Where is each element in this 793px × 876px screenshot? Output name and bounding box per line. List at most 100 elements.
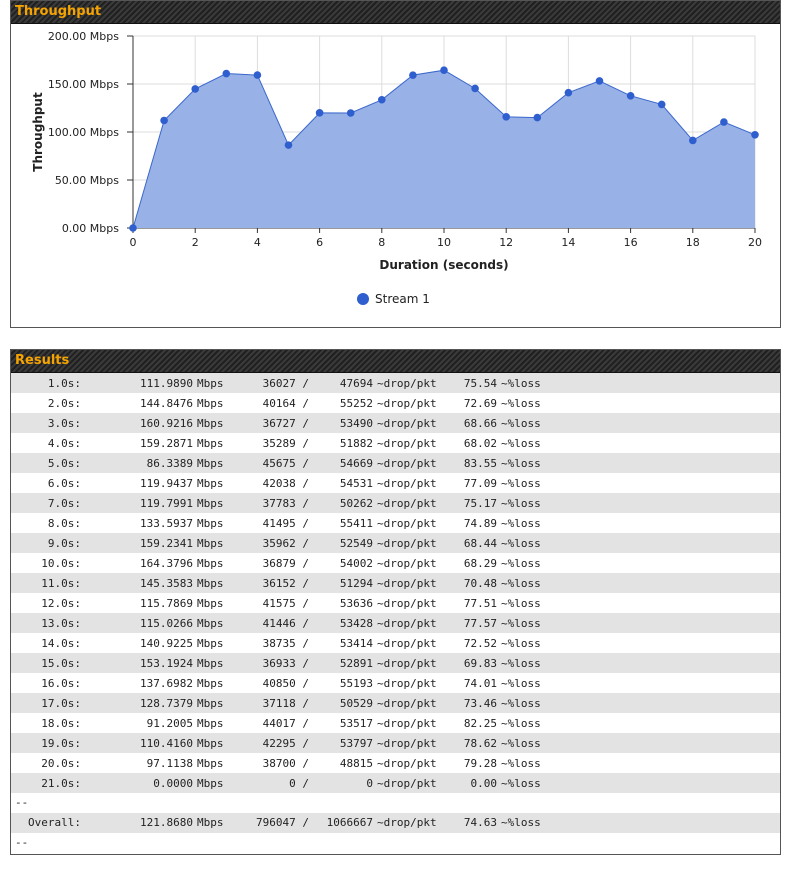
overall-pkt: 1066667 (326, 816, 373, 829)
row-time: 20.0s: (41, 756, 81, 770)
row-pkt: 54531 (339, 476, 373, 490)
data-point (720, 118, 728, 126)
legend-marker (357, 293, 369, 305)
row-loss-label: ~%loss (501, 536, 541, 550)
row-drop: 41446 / (262, 616, 309, 630)
results-row-cell: 10.0s: 164.3796 Mbps 36879 / 54002 ~drop/pkt 6… (11, 553, 780, 573)
data-point (284, 141, 293, 149)
row-loss-label: ~%loss (501, 696, 541, 710)
row-pkt: 52891 (339, 656, 373, 670)
row-mbps: 164.3796 (140, 556, 193, 570)
row-drop: 36027 / (262, 376, 309, 390)
x-tick-label: 4 (254, 236, 261, 249)
row-mbps: 110.4160 (140, 736, 193, 750)
row-loss-label: ~%loss (501, 616, 541, 630)
data-point (657, 100, 666, 109)
row-time: 13.0s: (41, 616, 81, 630)
results-row-cell: 20.0s: 97.1138 Mbps 38700 / 48815 ~drop/pkt 79… (11, 753, 780, 773)
y-tick-label: 200.00 Mbps (48, 30, 119, 43)
row-time: 21.0s: (41, 776, 81, 790)
row-loss: 82.25 (463, 716, 497, 730)
row-time: 19.0s: (41, 736, 81, 750)
row-mbps: 159.2341 (140, 536, 193, 550)
row-drop-label: ~drop/pkt (377, 516, 437, 530)
row-unit: Mbps (197, 676, 224, 690)
results-row: 21.0s: 0.0000 Mbps 0 / 0 ~drop/pkt 0.00 ~%loss (11, 773, 780, 793)
data-point (751, 130, 759, 139)
row-drop: 40850 / (262, 676, 309, 690)
y-tick-label: 50.00 Mbps (55, 174, 119, 187)
results-row: 15.0s: 153.1924 Mbps 36933 / 52891 ~drop/pkt 6… (11, 653, 780, 673)
row-unit: Mbps (197, 376, 224, 390)
x-tick-label: 16 (624, 236, 638, 249)
row-drop: 35289 / (262, 436, 309, 450)
throughput-panel: Throughput 0.00 Mbps 50.00 Mbps 100.00 Mbp… (10, 0, 781, 328)
row-unit: Mbps (197, 476, 224, 490)
row-loss-label: ~%loss (501, 776, 541, 790)
row-drop-label: ~drop/pkt (377, 576, 437, 590)
row-time: 18.0s: (41, 716, 81, 730)
overall-label: Overall: (28, 816, 81, 829)
x-tick-label: 8 (378, 236, 385, 249)
results-row: 3.0s: 160.9216 Mbps 36727 / 53490 ~drop/pkt 68… (11, 413, 780, 433)
row-drop-label: ~drop/pkt (377, 616, 437, 630)
results-row-cell: 13.0s: 115.0266 Mbps 41446 / 53428 ~drop/pkt 7… (11, 613, 780, 633)
row-drop: 36152 / (262, 576, 309, 590)
row-drop-label: ~drop/pkt (377, 716, 437, 730)
row-unit: Mbps (197, 416, 224, 430)
results-row: 14.0s: 140.9225 Mbps 38735 / 53414 ~drop/pkt 7… (11, 633, 780, 653)
results-row: 18.0s: 91.2005 Mbps 44017 / 53517 ~drop/pkt 82… (11, 713, 780, 733)
x-axis-title: Duration (seconds) (379, 258, 508, 272)
row-time: 6.0s: (47, 476, 81, 490)
results-row: 8.0s: 133.5937 Mbps 41495 / 55411 ~drop/pkt 74… (11, 513, 780, 533)
data-point (533, 113, 542, 122)
results-row-cell: 2.0s: 144.8476 Mbps 40164 / 55252 ~drop/pkt 72… (11, 393, 780, 413)
row-loss-label: ~%loss (501, 436, 541, 450)
results-row-cell: 1.0s: 111.9890 Mbps 36027 / 47694 ~drop/pkt 75… (11, 373, 780, 393)
results-table: 1.0s: 111.9890 Mbps 36027 / 47694 ~drop/pkt 75… (11, 373, 780, 793)
row-time: 5.0s: (47, 456, 81, 470)
results-row: 17.0s: 128.7379 Mbps 37118 / 50529 ~drop/pkt 7… (11, 693, 780, 713)
row-pkt: 53428 (339, 616, 373, 630)
results-row: 2.0s: 144.8476 Mbps 40164 / 55252 ~drop/pkt 72… (11, 393, 780, 413)
row-loss: 68.02 (463, 436, 497, 450)
data-point (440, 66, 448, 74)
row-loss: 68.44 (463, 536, 497, 550)
y-tick-label: 100.00 Mbps (48, 126, 119, 139)
row-time: 7.0s: (47, 496, 81, 510)
row-drop-label: ~drop/pkt (377, 776, 437, 790)
row-drop-label: ~drop/pkt (377, 736, 437, 750)
y-axis-title: Throughput (31, 92, 45, 172)
results-row: 16.0s: 137.6982 Mbps 40850 / 55193 ~drop/pkt 7… (11, 673, 780, 693)
x-tick-label: 12 (499, 236, 513, 249)
results-row-cell: 3.0s: 160.9216 Mbps 36727 / 53490 ~drop/pkt 68… (11, 413, 780, 433)
row-pkt: 51294 (339, 576, 373, 590)
row-unit: Mbps (197, 636, 224, 650)
results-row: 12.0s: 115.7869 Mbps 41575 / 53636 ~drop/pkt 7… (11, 593, 780, 613)
data-point (160, 116, 168, 125)
results-row-cell: 6.0s: 119.9437 Mbps 42038 / 54531 ~drop/pkt 77… (11, 473, 780, 493)
x-tick-label: 0 (130, 236, 137, 249)
results-row: 5.0s: 86.3389 Mbps 45675 / 54669 ~drop/pkt 83.… (11, 453, 780, 473)
row-time: 2.0s: (47, 396, 81, 410)
x-tick-label: 2 (192, 236, 199, 249)
row-mbps: 160.9216 (140, 416, 193, 430)
row-drop-label: ~drop/pkt (377, 416, 437, 430)
row-loss: 77.51 (463, 596, 497, 610)
row-drop: 38700 / (262, 756, 309, 770)
row-unit: Mbps (197, 656, 224, 670)
row-drop-label: ~drop/pkt (377, 656, 437, 670)
row-unit: Mbps (197, 736, 224, 750)
data-point (129, 224, 137, 232)
overall-loss-label: ~%loss (501, 816, 541, 829)
data-point (378, 95, 386, 104)
row-pkt: 0 (366, 776, 373, 790)
results-row-cell: 21.0s: 0.0000 Mbps 0 / 0 ~drop/pkt 0.00 ~%loss (11, 773, 780, 793)
row-time: 1.0s: (47, 376, 81, 390)
results-row: 9.0s: 159.2341 Mbps 35962 / 52549 ~drop/pkt 68… (11, 533, 780, 553)
x-tick-label: 10 (437, 236, 451, 249)
row-loss: 68.66 (463, 416, 497, 430)
row-unit: Mbps (197, 516, 224, 530)
data-point (191, 85, 199, 93)
row-mbps: 119.9437 (140, 476, 193, 490)
